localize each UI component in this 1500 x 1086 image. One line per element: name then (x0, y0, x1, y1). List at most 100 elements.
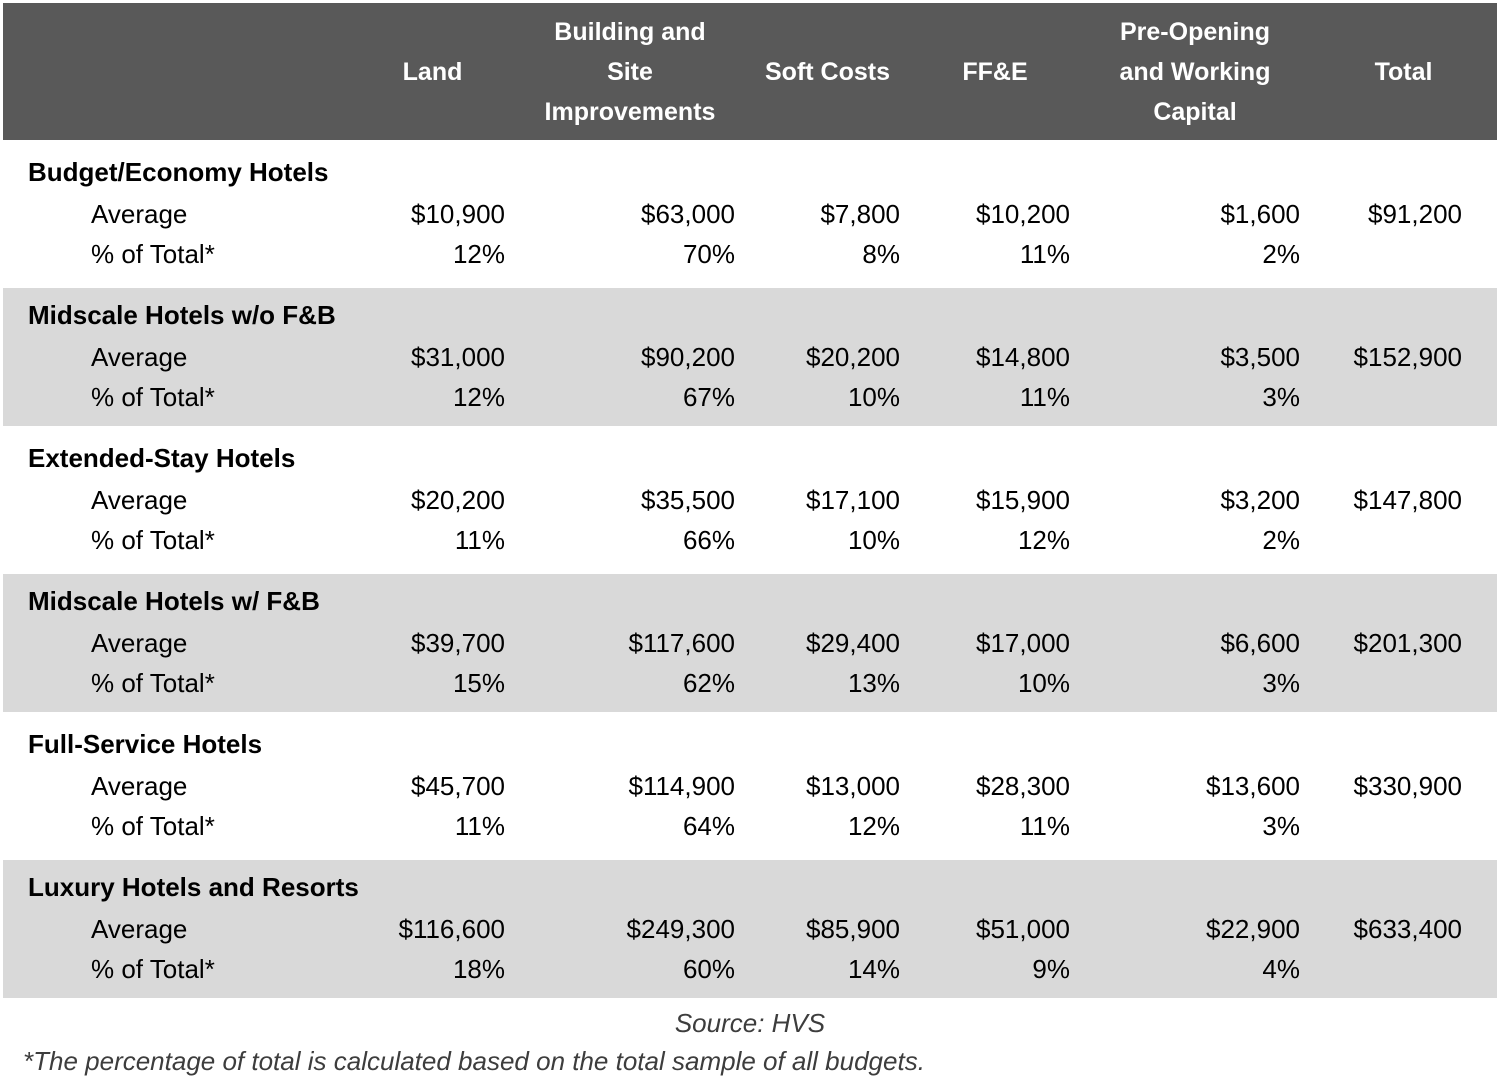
row-label: % of Total* (91, 382, 215, 412)
value-building: $63,000 (641, 199, 735, 229)
row-label: % of Total* (91, 954, 215, 984)
row-label: Average (91, 771, 188, 801)
section-title: Luxury Hotels and Resorts (28, 872, 359, 902)
row-label: Average (91, 914, 188, 944)
value-ffe: $17,000 (976, 628, 1070, 658)
table-header: Land Building and Site Improvements Soft… (3, 3, 1497, 140)
row-label: % of Total* (91, 525, 215, 555)
pct-ffe: 9% (1032, 954, 1070, 984)
pct-row: % of Total* 11% 64% 12% 11% 3% (3, 806, 1497, 846)
value-ffe: $10,200 (976, 199, 1070, 229)
pct-land: 15% (452, 668, 505, 698)
pct-row: % of Total* 15% 62% 13% 10% 3% (3, 663, 1497, 703)
section-budget-economy-hotels: Budget/Economy Hotels Average $10,900 $6… (3, 145, 1497, 283)
row-label: Average (91, 342, 188, 372)
value-ffe: $28,300 (976, 771, 1070, 801)
source-note: Source: HVS (674, 1008, 826, 1038)
section-midscale-hotels-wo-fb: Midscale Hotels w/o F&B Average $31,000 … (3, 288, 1497, 426)
pct-building: 60% (682, 954, 735, 984)
section-title: Midscale Hotels w/ F&B (28, 586, 320, 616)
pct-total (1310, 520, 1497, 560)
value-ffe: $51,000 (976, 914, 1070, 944)
row-label: % of Total* (91, 239, 215, 269)
value-ffe: $14,800 (976, 342, 1070, 372)
pct-total (1310, 663, 1497, 703)
column-header-land: Land (402, 57, 463, 86)
value-total: $330,900 (1353, 771, 1462, 801)
value-land: $20,200 (411, 485, 505, 515)
pct-preopening: 2% (1262, 525, 1300, 555)
pct-soft-costs: 13% (847, 668, 900, 698)
value-ffe: $15,900 (976, 485, 1070, 515)
value-preopening: $3,200 (1220, 485, 1300, 515)
pct-preopening: 3% (1262, 668, 1300, 698)
value-total: $201,300 (1353, 628, 1462, 658)
pct-row: % of Total* 12% 70% 8% 11% 2% (3, 234, 1497, 274)
value-building: $249,300 (626, 914, 735, 944)
pct-ffe: 12% (1017, 525, 1070, 555)
pct-preopening: 4% (1262, 954, 1300, 984)
pct-row: % of Total* 12% 67% 10% 11% 3% (3, 377, 1497, 417)
column-header-blank (3, 3, 350, 140)
column-header-total: Total (1374, 57, 1433, 86)
value-soft-costs: $17,100 (806, 485, 900, 515)
pct-land: 11% (454, 811, 505, 841)
value-land: $45,700 (411, 771, 505, 801)
pct-building: 66% (682, 525, 735, 555)
pct-ffe: 11% (1019, 811, 1070, 841)
row-label: Average (91, 199, 188, 229)
pct-preopening: 2% (1262, 239, 1300, 269)
pct-soft-costs: 10% (847, 382, 900, 412)
pct-total (1310, 234, 1497, 274)
value-soft-costs: $13,000 (806, 771, 900, 801)
pct-land: 12% (452, 239, 505, 269)
section-title: Budget/Economy Hotels (28, 157, 329, 187)
pct-ffe: 11% (1019, 382, 1070, 412)
pct-land: 11% (454, 525, 505, 555)
value-preopening: $13,600 (1206, 771, 1300, 801)
pct-ffe: 10% (1017, 668, 1070, 698)
value-building: $90,200 (641, 342, 735, 372)
value-preopening: $1,600 (1220, 199, 1300, 229)
value-soft-costs: $20,200 (806, 342, 900, 372)
pct-soft-costs: 14% (847, 954, 900, 984)
value-soft-costs: $29,400 (806, 628, 900, 658)
pct-total (1310, 377, 1497, 417)
pct-soft-costs: 12% (847, 811, 900, 841)
section-title: Midscale Hotels w/o F&B (28, 300, 336, 330)
average-row: Average $45,700 $114,900 $13,000 $28,300… (3, 766, 1497, 806)
pct-total (1310, 806, 1497, 846)
average-row: Average $39,700 $117,600 $29,400 $17,000… (3, 623, 1497, 663)
pct-total (1310, 949, 1497, 989)
average-row: Average $20,200 $35,500 $17,100 $15,900 … (3, 480, 1497, 520)
average-row: Average $31,000 $90,200 $20,200 $14,800 … (3, 337, 1497, 377)
section-midscale-hotels-w-fb: Midscale Hotels w/ F&B Average $39,700 $… (3, 574, 1497, 712)
column-header-preopening-working-capital: Pre-Opening and Working Capital (1119, 17, 1271, 126)
pct-soft-costs: 8% (862, 239, 900, 269)
section-luxury-hotels-resorts: Luxury Hotels and Resorts Average $116,6… (3, 860, 1497, 998)
column-header-building-site-improvements: Building and Site Improvements (544, 17, 716, 126)
pct-soft-costs: 10% (847, 525, 900, 555)
value-total: $91,200 (1368, 199, 1462, 229)
value-land: $39,700 (411, 628, 505, 658)
section-title: Full-Service Hotels (28, 729, 263, 759)
value-building: $117,600 (628, 628, 735, 658)
value-land: $10,900 (411, 199, 505, 229)
pct-row: % of Total* 18% 60% 14% 9% 4% (3, 949, 1497, 989)
pct-ffe: 11% (1019, 239, 1070, 269)
column-header-soft-costs: Soft Costs (765, 57, 890, 86)
average-row: Average $116,600 $249,300 $85,900 $51,00… (3, 909, 1497, 949)
value-land: $31,000 (411, 342, 505, 372)
section-extended-stay-hotels: Extended-Stay Hotels Average $20,200 $35… (3, 431, 1497, 569)
row-label: % of Total* (91, 668, 215, 698)
pct-row: % of Total* 11% 66% 10% 12% 2% (3, 520, 1497, 560)
column-header-ffe: FF&E (962, 57, 1028, 86)
value-total: $633,400 (1353, 914, 1462, 944)
pct-preopening: 3% (1262, 811, 1300, 841)
value-building: $35,500 (641, 485, 735, 515)
average-row: Average $10,900 $63,000 $7,800 $10,200 $… (3, 194, 1497, 234)
row-label: % of Total* (91, 811, 215, 841)
pct-land: 12% (452, 382, 505, 412)
pct-building: 62% (682, 668, 735, 698)
